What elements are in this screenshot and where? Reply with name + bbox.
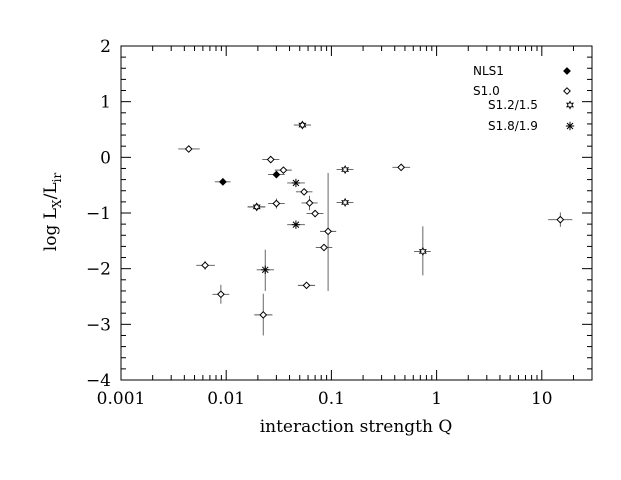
data-point — [268, 198, 285, 209]
point-marker — [341, 197, 350, 208]
data-point — [301, 195, 318, 211]
x-tick-label: 0.001 — [97, 389, 146, 409]
y-tick-label: −4 — [86, 371, 111, 391]
x-axis-title: interaction strength Q — [260, 417, 453, 437]
point-marker — [324, 227, 332, 236]
series-s1-8-1-9 — [256, 178, 305, 291]
legend-marker — [565, 121, 575, 131]
y-tick-label: 2 — [100, 37, 111, 57]
y-axis-title: log LX/Lir — [41, 173, 64, 252]
data-point — [287, 178, 305, 188]
y-axis-title-sub1: X — [50, 199, 64, 208]
point-marker — [259, 310, 268, 319]
data-point — [214, 177, 231, 186]
point-marker — [291, 220, 301, 229]
data-point — [548, 212, 573, 227]
data-point — [306, 209, 324, 218]
series-s1-0 — [178, 121, 573, 336]
series-s1-2-1-5 — [247, 120, 431, 276]
x-tick-label: 1 — [431, 389, 442, 409]
point-marker — [341, 164, 350, 175]
point-marker — [261, 265, 270, 274]
point-marker — [184, 145, 193, 153]
y-axis-title-sub2: ir — [50, 173, 64, 183]
y-axis-title-main: log L — [41, 208, 61, 251]
data-point — [293, 120, 312, 130]
y-tick-label: 1 — [100, 93, 111, 113]
legend-marker — [563, 87, 571, 95]
data-point — [336, 197, 354, 208]
legend-label: S1.8/1.9 — [488, 119, 538, 133]
y-tick-labels: 2 1 0 −1 −2 −3 −4 — [86, 37, 111, 391]
point-marker — [302, 281, 311, 290]
point-marker — [305, 199, 314, 207]
legend-marker — [563, 67, 571, 75]
data-point — [336, 164, 354, 175]
data-point — [212, 284, 230, 304]
legend-item: NLS1 — [473, 64, 571, 78]
point-marker — [218, 177, 227, 186]
y-tick-label: 0 — [100, 148, 111, 168]
point-marker — [201, 261, 209, 270]
legend-marker — [565, 100, 575, 110]
point-marker — [298, 120, 307, 130]
point-marker — [252, 202, 261, 212]
data-point — [297, 281, 316, 290]
point-marker — [279, 166, 288, 175]
point-marker — [320, 243, 328, 252]
legend: NLS1 S1.0S1.2/1.5 S1.8/1.9 — [473, 64, 575, 133]
data-point — [274, 166, 292, 175]
point-marker — [272, 199, 281, 208]
data-point — [268, 170, 285, 179]
data-point — [287, 220, 305, 229]
x-tick-label: 10 — [531, 389, 553, 409]
y-tick-label: −3 — [86, 315, 111, 335]
x-tick-label: 0.01 — [207, 389, 245, 409]
data-point — [414, 226, 431, 276]
legend-label: S1.0 — [473, 84, 500, 98]
data-point — [247, 202, 266, 212]
data-point — [178, 145, 200, 153]
point-marker — [300, 187, 308, 196]
plot-frame — [120, 45, 593, 381]
point-marker — [311, 209, 320, 218]
legend-label: NLS1 — [473, 64, 504, 78]
data-point — [254, 293, 273, 336]
y-tick-label: −2 — [86, 260, 111, 280]
y-axis-title-slash: /L — [41, 182, 61, 199]
point-marker — [272, 170, 281, 179]
x-tick-labels: 0.001 0.01 0.1 1 10 — [97, 389, 553, 409]
plot-area — [120, 45, 593, 381]
axis-ticks — [120, 45, 593, 381]
data-point — [196, 260, 215, 270]
series-nls1 — [214, 170, 285, 186]
x-tick-label: 0.1 — [318, 389, 345, 409]
point-marker — [291, 178, 301, 188]
legend-item: S1.8/1.9 — [488, 119, 575, 133]
legend-item: S1.0 — [473, 84, 571, 98]
data-point — [295, 187, 313, 196]
legend-label: S1.2/1.5 — [488, 98, 538, 112]
point-marker — [418, 246, 427, 257]
point-marker — [266, 155, 275, 164]
legend-item: S1.2/1.5 — [488, 98, 575, 112]
point-marker — [397, 163, 406, 172]
point-marker — [216, 290, 225, 299]
point-marker — [556, 215, 565, 224]
y-tick-label: −1 — [86, 204, 111, 224]
data-point — [315, 243, 333, 252]
data-point — [320, 172, 337, 291]
data-point — [262, 155, 280, 164]
data-point — [392, 163, 411, 172]
data-marks — [178, 120, 573, 336]
data-point — [256, 249, 275, 291]
